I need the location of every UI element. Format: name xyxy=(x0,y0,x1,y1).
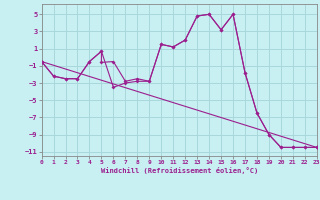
X-axis label: Windchill (Refroidissement éolien,°C): Windchill (Refroidissement éolien,°C) xyxy=(100,167,258,174)
